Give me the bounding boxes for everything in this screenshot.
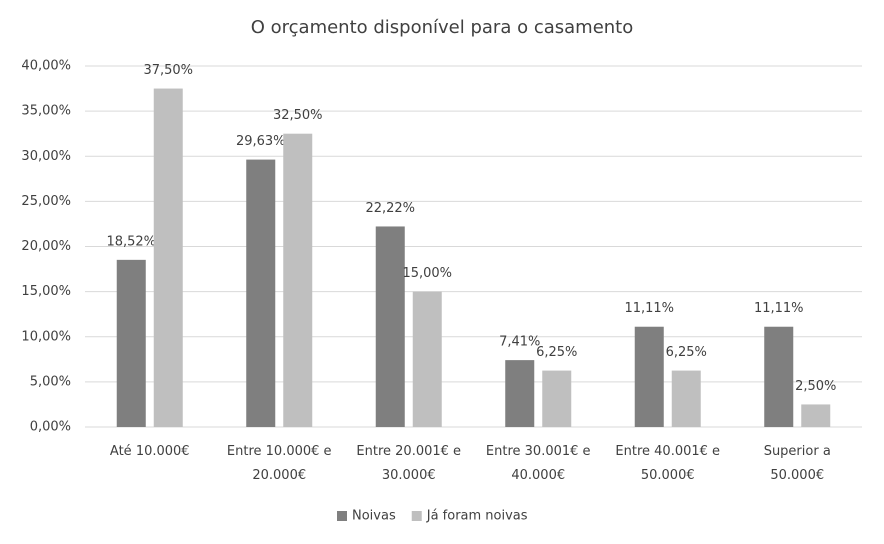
x-tick-label: Entre 10.000€ e 20.000€ [227, 444, 332, 483]
y-tick-label: 40,00% [21, 59, 71, 74]
value-label: 2,50% [795, 379, 836, 394]
value-label: 6,25% [666, 345, 707, 360]
value-label: 32,50% [273, 108, 323, 123]
value-label: 6,25% [536, 345, 577, 360]
x-tick-label: Entre 20.001€ e 30.000€ [356, 444, 461, 483]
x-tick-label: Superior a 50.000€ [764, 444, 831, 483]
bar [375, 226, 405, 427]
bar [671, 370, 701, 427]
bar [412, 291, 442, 427]
value-label: 11,11% [624, 301, 674, 316]
legend-swatch [337, 511, 347, 521]
legend-label: Já foram noivas [426, 509, 528, 524]
value-label: 11,11% [754, 301, 804, 316]
x-tick-label: Entre 40.001€ e 50.000€ [615, 444, 720, 483]
value-label: 7,41% [499, 335, 540, 350]
bar [764, 326, 794, 427]
bar [153, 88, 183, 427]
y-tick-label: 35,00% [21, 104, 71, 119]
y-tick-label: 20,00% [21, 239, 71, 254]
bar [634, 326, 664, 427]
value-label: 15,00% [402, 266, 452, 281]
value-label: 18,52% [106, 234, 156, 249]
y-tick-label: 5,00% [30, 374, 71, 389]
value-label: 29,63% [236, 134, 286, 149]
chart-title: O orçamento disponível para o casamento [251, 17, 634, 38]
y-tick-label: 10,00% [21, 329, 71, 344]
value-label: 37,50% [143, 63, 193, 78]
x-tick-label: Até 10.000€ [110, 444, 190, 459]
y-tick-label: 25,00% [21, 194, 71, 209]
y-tick-label: 15,00% [21, 284, 71, 299]
bar [283, 133, 313, 427]
bar [801, 404, 831, 427]
y-tick-label: 30,00% [21, 149, 71, 164]
value-label: 22,22% [365, 201, 415, 216]
bar [542, 370, 572, 427]
y-tick-label: 0,00% [30, 420, 71, 435]
bar [246, 159, 276, 428]
x-tick-label: Entre 30.001€ e 40.000€ [486, 444, 591, 483]
legend-swatch [411, 511, 422, 521]
legend-label: Noivas [352, 509, 396, 524]
bar [116, 259, 146, 427]
bar [505, 360, 535, 427]
